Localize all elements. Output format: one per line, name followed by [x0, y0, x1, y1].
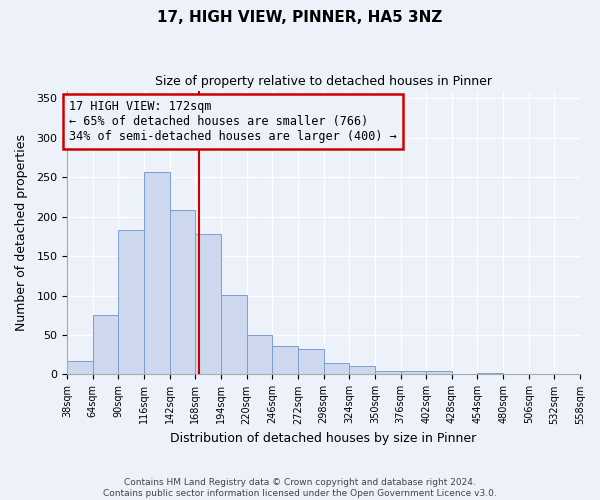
Bar — [144, 172, 170, 374]
Bar — [298, 349, 323, 374]
Text: Contains HM Land Registry data © Crown copyright and database right 2024.
Contai: Contains HM Land Registry data © Crown c… — [103, 478, 497, 498]
Bar — [196, 234, 221, 374]
Bar — [247, 335, 272, 374]
Bar — [349, 366, 375, 374]
Bar — [118, 230, 144, 374]
Bar — [93, 314, 118, 374]
Text: 17 HIGH VIEW: 172sqm
← 65% of detached houses are smaller (766)
34% of semi-deta: 17 HIGH VIEW: 172sqm ← 65% of detached h… — [69, 100, 397, 143]
Text: 17, HIGH VIEW, PINNER, HA5 3NZ: 17, HIGH VIEW, PINNER, HA5 3NZ — [157, 10, 443, 25]
Title: Size of property relative to detached houses in Pinner: Size of property relative to detached ho… — [155, 75, 492, 88]
Bar — [170, 210, 196, 374]
Bar — [426, 372, 452, 374]
Bar — [478, 373, 503, 374]
Bar — [375, 370, 401, 374]
Y-axis label: Number of detached properties: Number of detached properties — [15, 134, 28, 331]
Bar — [323, 364, 349, 374]
Bar — [67, 361, 93, 374]
Bar — [221, 295, 247, 374]
X-axis label: Distribution of detached houses by size in Pinner: Distribution of detached houses by size … — [170, 432, 477, 445]
Bar — [272, 346, 298, 374]
Bar — [401, 370, 426, 374]
